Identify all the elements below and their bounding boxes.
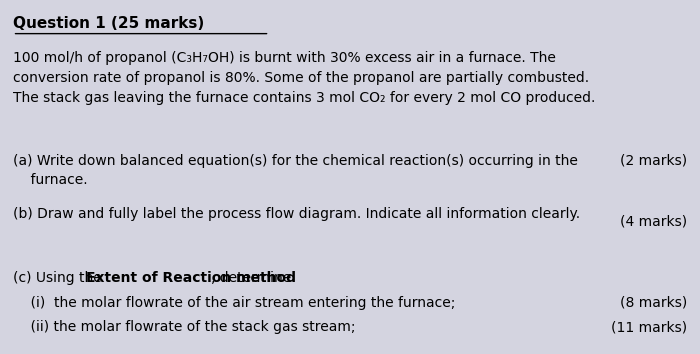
Text: (b) Draw and fully label the process flow diagram. Indicate all information clea: (b) Draw and fully label the process flo… — [13, 207, 580, 221]
Text: (4 marks): (4 marks) — [620, 214, 687, 228]
Text: (a) Write down balanced equation(s) for the chemical reaction(s) occurring in th: (a) Write down balanced equation(s) for … — [13, 154, 578, 188]
Text: , determine: , determine — [211, 271, 291, 285]
Text: (11 marks): (11 marks) — [611, 320, 687, 335]
Text: (2 marks): (2 marks) — [620, 154, 687, 168]
Text: (ii) the molar flowrate of the stack gas stream;: (ii) the molar flowrate of the stack gas… — [13, 320, 355, 335]
Text: (i)  the molar flowrate of the air stream entering the furnace;: (i) the molar flowrate of the air stream… — [13, 296, 455, 310]
Text: (8 marks): (8 marks) — [620, 296, 687, 310]
Text: 100 mol/h of propanol (C₃H₇OH) is burnt with 30% excess air in a furnace. The
co: 100 mol/h of propanol (C₃H₇OH) is burnt … — [13, 51, 595, 105]
Text: Question 1 (25 marks): Question 1 (25 marks) — [13, 16, 204, 31]
Text: Extent of Reaction method: Extent of Reaction method — [86, 271, 296, 285]
Text: (c) Using the: (c) Using the — [13, 271, 106, 285]
